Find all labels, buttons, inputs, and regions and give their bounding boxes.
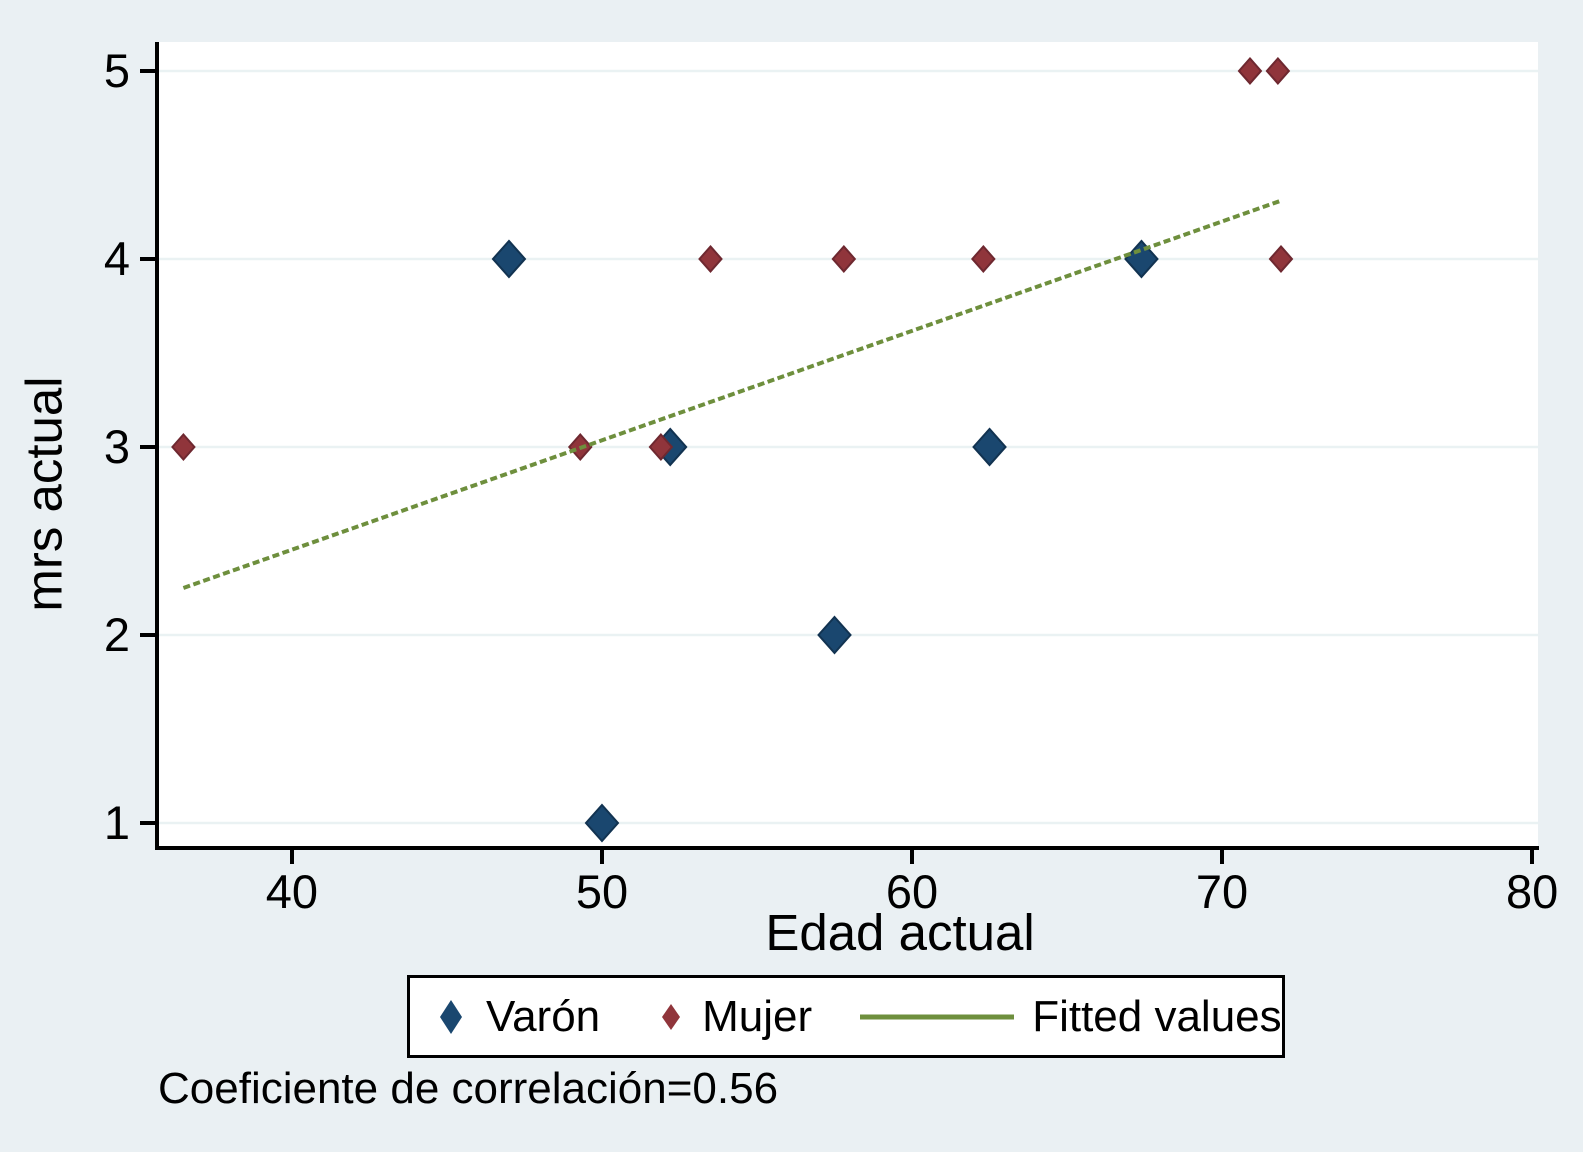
varon-point — [972, 427, 1007, 467]
y-tick-3 — [140, 444, 155, 449]
x-tick-70 — [1220, 850, 1225, 864]
y-tick-label: 3 — [103, 419, 130, 473]
mujer-point — [171, 432, 196, 461]
y-tick-2 — [140, 632, 155, 637]
y-tick-1 — [140, 820, 155, 825]
fitted-line-icon — [860, 1014, 1015, 1019]
mujer-point — [1265, 56, 1291, 85]
plot-area — [158, 42, 1538, 848]
x-tick-80 — [1530, 850, 1535, 864]
legend-item-fitted: Fitted values — [858, 986, 1282, 1048]
legend-label-mujer: Mujer — [702, 991, 813, 1041]
varon-diamond-icon — [440, 999, 462, 1034]
correlation-caption: Coeficiente de correlación=0.56 — [158, 1064, 779, 1113]
y-tick-4 — [140, 256, 155, 261]
y-tick-label: 1 — [103, 795, 130, 849]
varon-point — [817, 615, 852, 655]
plot-canvas — [158, 56, 1538, 843]
y-tick-label: 5 — [103, 43, 130, 97]
x-tick-label: 60 — [885, 865, 939, 918]
mujer-point — [648, 432, 674, 461]
legend-item-varon: Varón — [432, 986, 600, 1048]
y-axis-line — [155, 42, 159, 850]
mujer-point — [698, 244, 723, 273]
x-tick-label: 50 — [575, 865, 629, 918]
x-tick-40 — [289, 850, 294, 864]
mujer-point — [1237, 56, 1263, 85]
fitted-line — [182, 198, 1282, 590]
x-tick-60 — [910, 850, 915, 864]
x-axis-line — [155, 846, 1539, 850]
mujer-point — [1268, 244, 1294, 273]
mujer-point — [831, 244, 857, 273]
y-tick-label: 4 — [103, 231, 130, 285]
x-tick-label: 70 — [1195, 865, 1249, 918]
y-axis-title: mrs actual — [15, 376, 73, 612]
y-tick-5 — [140, 68, 155, 73]
varon-point — [584, 803, 620, 843]
legend: Varón Mujer Fitted values — [407, 975, 1285, 1058]
varon-point — [1124, 239, 1159, 279]
x-tick-50 — [599, 850, 604, 864]
varon-point — [491, 239, 527, 279]
legend-label-varon: Varón — [486, 991, 601, 1041]
x-tick-label: 80 — [1505, 865, 1559, 918]
x-axis-title: Edad actual — [765, 904, 1035, 961]
legend-label-fitted: Fitted values — [1032, 991, 1282, 1041]
mujer-point — [971, 244, 996, 273]
x-tick-label: 40 — [265, 865, 319, 918]
y-tick-label: 2 — [103, 607, 130, 661]
legend-item-mujer: Mujer — [656, 986, 812, 1048]
mujer-diamond-icon — [662, 1003, 681, 1030]
